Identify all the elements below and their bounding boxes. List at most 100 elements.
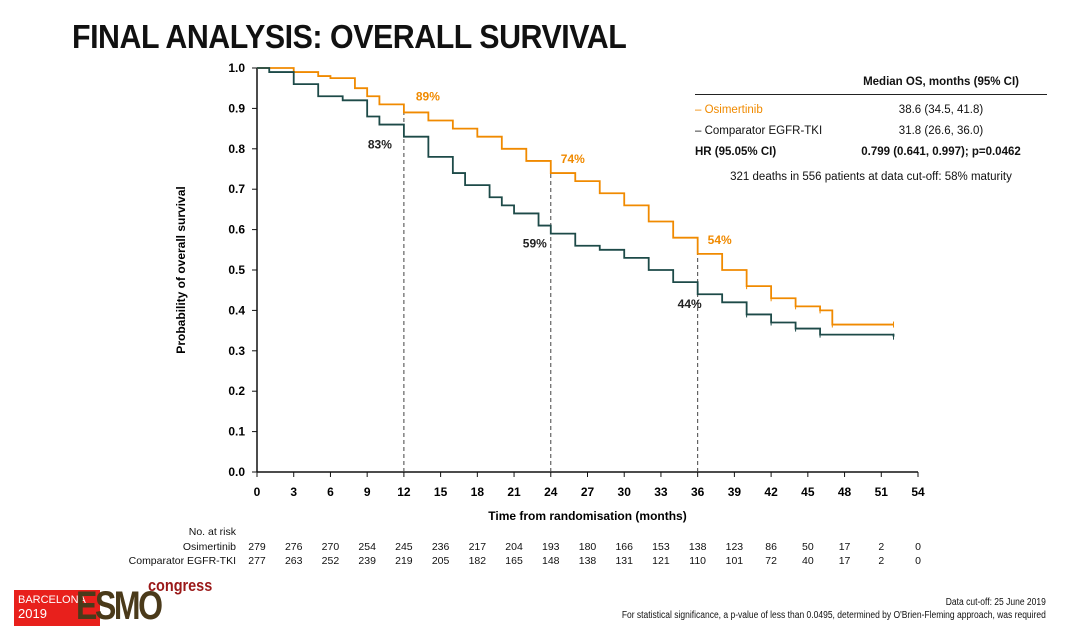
x-tick-label: 42 [764, 485, 778, 499]
x-tick-label: 21 [507, 485, 521, 499]
x-tick-label: 27 [581, 485, 595, 499]
x-tick-label: 18 [471, 485, 485, 499]
at-risk-value: 50 [801, 541, 814, 553]
x-tick-label: 39 [728, 485, 742, 499]
annotation-comparator: 59% [523, 237, 547, 251]
at-risk-value: 219 [395, 555, 413, 567]
at-risk-value: 193 [542, 541, 560, 553]
at-risk-value: 276 [284, 541, 303, 553]
footer-significance: For statistical significance, a p-value … [621, 610, 1046, 621]
logo-year: 2019 [18, 606, 47, 621]
at-risk-value: 254 [358, 541, 376, 553]
legend-row-osimertinib: – Osimertinib 38.6 (34.5, 41.8) [695, 104, 1047, 116]
legend-note: 321 deaths in 556 patients at data cut-o… [730, 171, 1012, 183]
legend-header: Median OS, months (95% CI) [695, 76, 1047, 95]
y-tick-label: 0.6 [228, 223, 245, 237]
at-risk-value: 204 [505, 541, 523, 553]
x-tick-label: 15 [434, 485, 448, 499]
at-risk-value: 277 [248, 555, 266, 567]
at-risk-value: 182 [468, 555, 487, 567]
legend-row-hr: HR (95.05% CI) 0.799 (0.641, 0.997); p=0.… [695, 146, 1047, 158]
legend-label: – Osimertinib [695, 104, 763, 116]
at-risk-value: 121 [652, 555, 670, 567]
x-axis-label: Time from randomisation (months) [488, 509, 686, 523]
y-tick-label: 0.1 [228, 425, 245, 439]
at-risk-value: 123 [725, 541, 744, 553]
at-risk-value: 279 [248, 541, 266, 553]
annotation-osimertinib: 89% [416, 89, 440, 103]
x-tick-label: 45 [801, 485, 815, 499]
at-risk-value: 0 [915, 541, 921, 553]
x-tick-label: 30 [618, 485, 632, 499]
at-risk-value: 17 [838, 555, 851, 567]
x-tick-label: 0 [254, 485, 261, 499]
at-risk-value: 86 [765, 541, 777, 553]
x-tick-label: 12 [397, 485, 411, 499]
legend-table: Median OS, months (95% CI) – Osimertinib… [695, 76, 1047, 183]
annotation-osimertinib: 74% [561, 152, 585, 166]
survival-curve-comparator [257, 67, 895, 337]
y-tick-label: 1.0 [228, 61, 245, 75]
at-risk-value: 239 [358, 555, 376, 567]
y-tick-label: 0.4 [228, 303, 245, 317]
x-tick-label: 36 [691, 485, 705, 499]
at-risk-value: 138 [578, 555, 597, 567]
survival-curve-osimertinib [257, 67, 894, 326]
x-tick-label: 48 [838, 485, 852, 499]
footer-cutoff: Data cut-off: 25 June 2019 [945, 597, 1046, 608]
y-tick-label: 0.2 [228, 384, 245, 398]
y-tick-label: 0.5 [228, 263, 245, 277]
at-risk-value: 236 [431, 541, 450, 553]
at-risk-value: 270 [321, 541, 340, 553]
x-tick-label: 54 [911, 485, 925, 499]
logo-suffix: congress [148, 576, 213, 595]
at-risk-value: 138 [688, 541, 707, 553]
at-risk-value: 263 [284, 555, 303, 567]
annotation-comparator: 44% [678, 297, 702, 311]
legend-row-comparator: – Comparator EGFR-TKI 31.8 (26.6, 36.0) [695, 125, 1047, 137]
at-risk-value: 131 [615, 555, 633, 567]
at-risk-value: 101 [725, 555, 744, 567]
logo-city: BARCELONA [18, 594, 86, 606]
y-tick-label: 0.0 [228, 465, 245, 479]
x-tick-label: 33 [654, 485, 668, 499]
at-risk-title: No. at risk [188, 526, 236, 538]
at-risk-label-comparator: Comparator EGFR-TKI [128, 555, 236, 567]
y-tick-label: 0.9 [228, 101, 245, 115]
x-tick-label: 51 [875, 485, 889, 499]
legend-value: 0.799 (0.641, 0.997); p=0.0462 [861, 146, 1021, 158]
y-tick-label: 0.3 [228, 344, 245, 358]
at-risk-value: 148 [542, 555, 560, 567]
at-risk-value: 17 [838, 541, 851, 553]
at-risk-value: 245 [395, 541, 413, 553]
at-risk-value: 217 [468, 541, 487, 553]
at-risk-value: 110 [689, 555, 707, 567]
x-tick-label: 3 [290, 485, 297, 499]
at-risk-value: 166 [615, 541, 633, 553]
page-title: FINAL ANALYSIS: OVERALL SURVIVAL [72, 18, 627, 55]
at-risk-value: 72 [765, 555, 777, 567]
at-risk-value: 252 [321, 555, 340, 567]
logo-brand: ESMO [76, 584, 163, 628]
x-tick-label: 6 [327, 485, 334, 499]
footer-notes: Data cut-off: 25 June 2019 For statistic… [622, 596, 1046, 622]
at-risk-value: 0 [915, 555, 921, 567]
legend-label: HR (95.05% CI) [695, 146, 777, 158]
at-risk-value: 2 [878, 555, 885, 567]
y-axis-label: Probability of overall survival [174, 186, 188, 353]
at-risk-value: 40 [801, 555, 814, 567]
y-tick-label: 0.8 [228, 142, 245, 156]
at-risk-value: 165 [505, 555, 523, 567]
at-risk-value: 205 [431, 555, 450, 567]
legend-label: – Comparator EGFR-TKI [695, 125, 823, 137]
x-tick-label: 9 [364, 485, 371, 499]
at-risk-value: 2 [878, 541, 885, 553]
at-risk-value: 180 [578, 541, 597, 553]
annotation-osimertinib: 54% [708, 233, 732, 247]
at-risk-value: 153 [652, 541, 670, 553]
legend-value: 38.6 (34.5, 41.8) [898, 104, 984, 116]
y-tick-label: 0.7 [228, 182, 245, 196]
annotation-comparator: 83% [368, 138, 392, 152]
x-tick-label: 24 [544, 485, 558, 499]
